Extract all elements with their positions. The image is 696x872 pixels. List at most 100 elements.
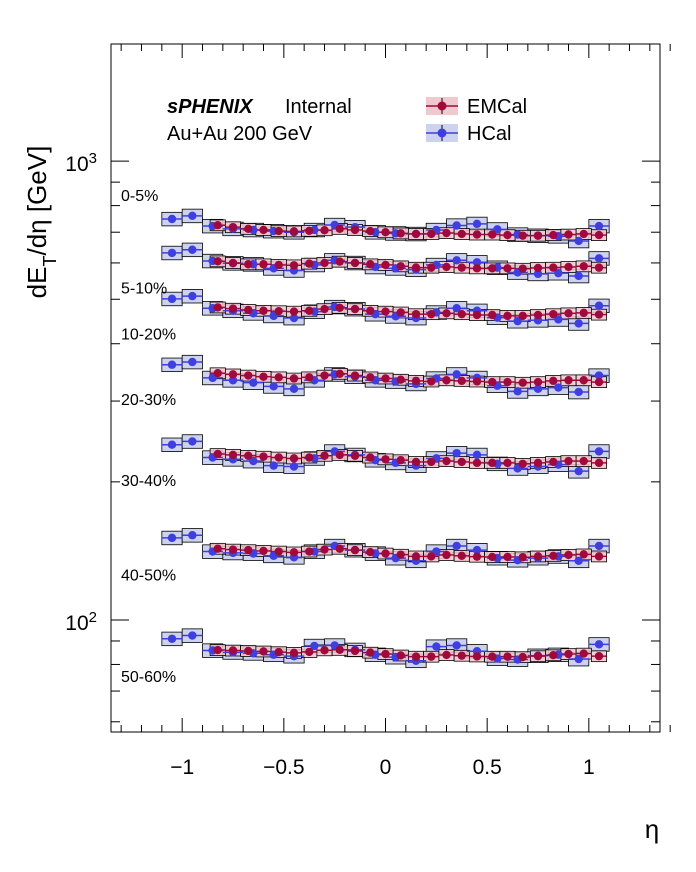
legend: EMCal HCal xyxy=(426,96,527,145)
emcal-point xyxy=(564,376,573,385)
emcal-point xyxy=(503,264,512,273)
emcal-point xyxy=(518,311,527,321)
emcal-point xyxy=(411,229,421,239)
emcal-point xyxy=(442,376,451,385)
hcal-point xyxy=(249,456,258,466)
emcal-point xyxy=(244,545,253,555)
emcal-point xyxy=(366,260,375,269)
emcal-point xyxy=(259,546,268,556)
emcal-point xyxy=(396,651,405,660)
emcal-point xyxy=(549,309,558,319)
hcal-point xyxy=(269,382,278,391)
emcal-point xyxy=(289,307,299,316)
hcal-point xyxy=(310,641,319,651)
emcal-point xyxy=(564,262,573,272)
hcal-point xyxy=(289,462,299,471)
emcal-point xyxy=(350,258,360,268)
legend-entry-hcal: HCal xyxy=(426,123,511,145)
emcal-point xyxy=(579,262,588,271)
emcal-point xyxy=(533,377,543,387)
emcal-point xyxy=(350,451,360,460)
hcal-point xyxy=(167,533,177,543)
emcal-point xyxy=(549,457,558,467)
emcal-point xyxy=(289,261,299,270)
hcal-point xyxy=(167,634,177,643)
emcal-point xyxy=(503,652,512,661)
emcal-point xyxy=(396,550,405,559)
hcal-point xyxy=(289,313,299,323)
emcal-point xyxy=(427,309,436,319)
emcal-point xyxy=(289,374,299,383)
emcal-point xyxy=(259,647,268,656)
emcal-point xyxy=(411,376,421,386)
emcal-point xyxy=(533,651,543,661)
emcal-point xyxy=(259,260,268,269)
hcal-point xyxy=(533,269,543,279)
emcal-point xyxy=(503,377,512,387)
emcal-point xyxy=(549,551,558,560)
emcal-point xyxy=(488,377,497,387)
x-tick-label: −0.5 xyxy=(263,756,304,779)
emcal-point xyxy=(228,646,238,655)
emcal-point xyxy=(427,229,436,239)
emcal-point xyxy=(213,544,222,553)
legend-entry-emcal: EMCal xyxy=(426,96,527,118)
emcal-point xyxy=(503,458,512,468)
x-tick-label: 0 xyxy=(380,756,392,779)
emcal-point xyxy=(594,377,604,387)
emcal-point xyxy=(411,552,421,561)
emcal-point xyxy=(549,376,558,386)
emcal-point xyxy=(411,652,421,661)
emcal-point xyxy=(274,647,283,657)
emcal-point xyxy=(594,263,604,272)
emcal-point xyxy=(579,550,588,559)
svg-text:dET/dη [GeV]: dET/dη [GeV] xyxy=(22,146,60,299)
emcal-point xyxy=(274,306,283,316)
emcal-point xyxy=(244,224,253,234)
emcal-point xyxy=(533,552,543,561)
emcal-point xyxy=(457,229,466,239)
emcal-point xyxy=(396,375,405,384)
emcal-point xyxy=(411,457,421,467)
hcal-point xyxy=(167,294,177,304)
emcal-point xyxy=(335,645,344,655)
emcal-point xyxy=(213,303,222,312)
emcal-point xyxy=(320,304,329,314)
emcal-point xyxy=(427,552,436,561)
emcal-point xyxy=(366,453,375,462)
emcal-point xyxy=(594,552,604,561)
hcal-point xyxy=(269,461,278,470)
y-tick-label: 103 xyxy=(65,150,97,177)
emcal-point xyxy=(305,373,314,382)
emcal-point xyxy=(213,449,222,459)
emcal-point xyxy=(396,229,405,238)
hcal-point xyxy=(594,301,604,310)
hcal-point xyxy=(167,440,177,449)
emcal-point xyxy=(411,309,421,319)
hcal-point xyxy=(289,384,299,394)
emcal-point xyxy=(274,260,283,270)
hcal-point xyxy=(472,545,482,555)
emcal-point xyxy=(503,311,512,321)
emcal-point xyxy=(579,649,588,658)
emcal-point xyxy=(594,310,604,319)
emcal-point xyxy=(289,548,299,557)
hcal-point xyxy=(594,254,604,263)
centrality-label: 10-20% xyxy=(121,326,176,343)
emcal-point xyxy=(228,222,238,232)
emcal-point xyxy=(381,649,390,659)
emcal-point xyxy=(594,458,604,468)
emcal-point xyxy=(244,646,253,656)
emcal-point xyxy=(335,369,344,378)
emcal-point xyxy=(533,310,543,320)
x-tick-label: 1 xyxy=(583,756,595,779)
emcal-point xyxy=(335,303,344,313)
emcal-point xyxy=(564,649,573,659)
emcal-point xyxy=(366,648,375,657)
hcal-point xyxy=(452,256,461,265)
emcal-point xyxy=(503,230,512,240)
y-tick-label: 102 xyxy=(65,608,97,635)
emcal-point xyxy=(320,545,329,554)
emcal-point xyxy=(320,226,329,235)
